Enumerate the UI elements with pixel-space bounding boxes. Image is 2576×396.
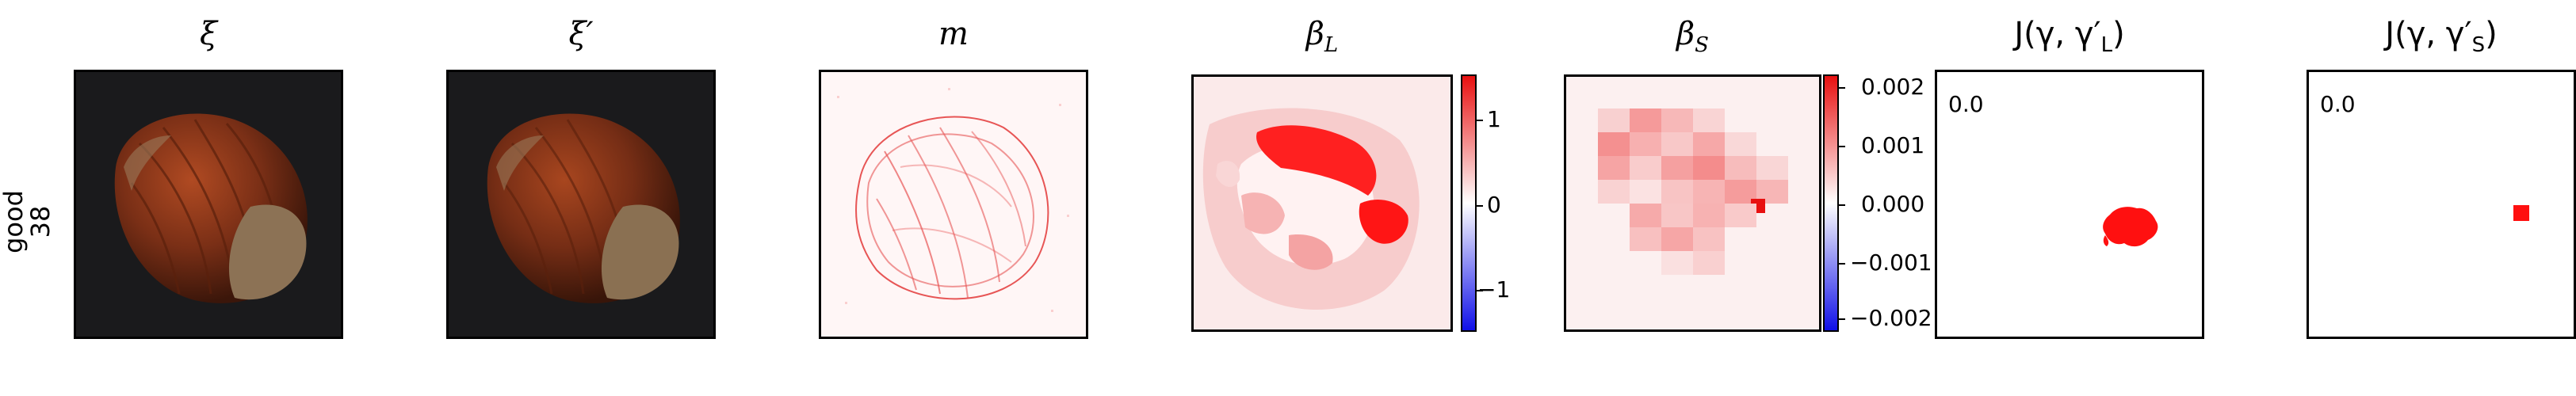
image-j-l: 0.0 xyxy=(1935,70,2204,339)
j-s-mask xyxy=(2513,205,2529,221)
jaccard-value: 0.0 xyxy=(2320,91,2356,117)
panel-title-m: m xyxy=(938,16,969,52)
row-label: good 38 xyxy=(0,170,71,273)
image-m xyxy=(819,70,1088,339)
colorbar-tick: 1 xyxy=(1487,106,1501,132)
colorbar-tick: −1 xyxy=(1477,276,1511,303)
colorbar-tick: −0.001 xyxy=(1850,249,1932,276)
colorbar-tick: 0.001 xyxy=(1861,132,1925,158)
hazelnut-image-altered xyxy=(487,113,680,303)
colorbar-tick: 0 xyxy=(1487,192,1501,218)
j-l-mask xyxy=(2103,207,2158,247)
panel-title-j-l: J(γ, γ′L) xyxy=(2014,16,2125,57)
image-beta-s xyxy=(1564,74,1821,332)
image-xi-prime xyxy=(446,70,716,339)
panel-title-xi-prime: ξ′ xyxy=(568,16,594,52)
mask-heatmap xyxy=(837,88,1069,312)
jaccard-value: 0.0 xyxy=(1948,91,1984,117)
image-xi xyxy=(74,70,343,339)
colorbar-beta-s xyxy=(1823,74,1839,332)
colorbar-tick: 0.000 xyxy=(1861,191,1925,217)
image-j-s: 0.0 xyxy=(2307,70,2576,339)
row-label-class: good xyxy=(0,190,29,253)
colorbar-tick: 0.002 xyxy=(1861,74,1925,100)
panel-title-xi: ξ xyxy=(199,16,218,52)
beta-l-heatmap xyxy=(1194,77,1450,329)
beta-s-heatmap xyxy=(1566,77,1819,329)
hazelnut-image xyxy=(114,113,308,303)
row-label-index: 38 xyxy=(25,205,55,238)
panel-title-beta-s: βS xyxy=(1676,16,1709,57)
colorbar-tick: −0.002 xyxy=(1850,305,1932,331)
image-beta-l xyxy=(1191,74,1453,332)
panel-title-j-s: J(γ, γ′S) xyxy=(2385,16,2498,57)
colorbar-beta-l xyxy=(1461,74,1477,332)
panel-title-beta-l: βL xyxy=(1305,16,1339,57)
